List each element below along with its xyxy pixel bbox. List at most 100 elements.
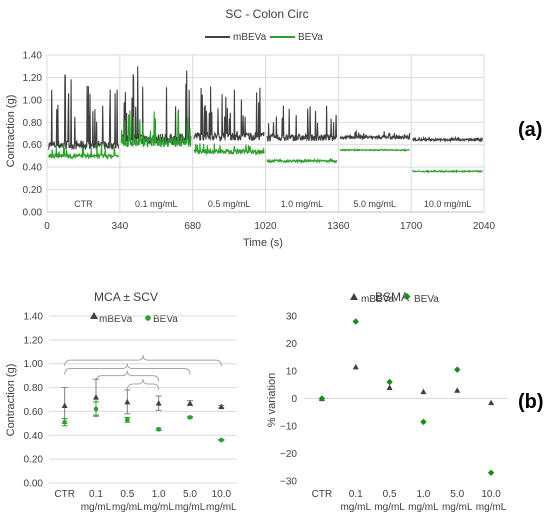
chart-b-xtick-label: 0.1: [89, 489, 103, 500]
chart-a-segment-label: 1.0 mg/mL: [281, 199, 324, 209]
chart-c-xtick-label: CTR: [312, 489, 333, 500]
chart-b-ytick-label: 0.00: [24, 479, 44, 490]
chart-a-legend-beva: BEVa: [298, 32, 323, 43]
chart-c-legend-marker-mbeva: [350, 293, 358, 300]
chart-c-xtick-label: mg/mL: [374, 502, 405, 513]
chart-a-beva-trace: [120, 109, 192, 148]
chart-a-title: SC - Colon Circ: [225, 7, 308, 21]
chart-a-beva-trace: [412, 168, 483, 174]
chart-b-xtick-label: mg/mL: [81, 502, 112, 513]
chart-b-point-beva: [62, 419, 67, 425]
chart-c-xtick-label: mg/mL: [408, 502, 439, 513]
chart-a-beva-trace: [339, 147, 410, 153]
chart-a-segment-label: 0.1 mg/mL: [135, 199, 178, 209]
chart-a-ytick-label: 0.40: [23, 163, 43, 174]
chart-b-ytick-label: 0.60: [24, 407, 44, 418]
chart-c-legend-marker-beva: [403, 293, 411, 300]
chart-c-ytick-label: 0: [291, 394, 297, 405]
chart-c-ytick-label: −20: [280, 449, 297, 460]
chart-c-title: BSMA: [375, 290, 409, 304]
chart-b-xtick-label: 0.5: [120, 489, 134, 500]
chart-a-segment-label: 10.0 mg/mL: [424, 199, 472, 209]
chart-b-xtick-label: mg/mL: [112, 502, 143, 513]
chart-b-ytick-label: 0.20: [24, 455, 44, 466]
chart-marks: 0.000.200.400.600.801.001.201.400 340 680 1…: [23, 36, 508, 513]
chart-a-mbeva-trace: [339, 129, 411, 141]
chart-b-point-beva: [156, 427, 161, 432]
chart-a-ytick-label: 0.20: [23, 185, 43, 196]
chart-b-ytick-label: 1.20: [24, 335, 44, 346]
chart-a-ylabel: Contraction (g): [5, 95, 17, 168]
chart-c-xtick-label: mg/mL: [476, 502, 507, 513]
chart-b-point-beva: [219, 437, 224, 443]
chart-a-xlabel: Time (s): [243, 237, 283, 249]
chart-c-ytick-label: −30: [280, 477, 297, 488]
chart-b-legend-marker-mbeva: [90, 312, 98, 319]
chart-b-xtick-label: 10.0: [212, 489, 232, 500]
chart-b-point-beva: [187, 415, 193, 420]
chart-a-xtick-label: 340: [111, 221, 128, 232]
chart-b-point-mbeva: [124, 398, 131, 405]
chart-a-beva-trace: [48, 142, 119, 161]
chart-a-mbeva-trace: [266, 105, 338, 142]
chart-b-xtick-label: 1.0: [152, 489, 166, 500]
chart-b-ytick-label: 1.00: [24, 359, 44, 370]
chart-c-xtick-label: 0.5: [383, 489, 397, 500]
chart-b-xtick-label: mg/mL: [206, 502, 237, 513]
chart-c-xtick-label: mg/mL: [442, 502, 473, 513]
chart-b-title: MCA ± SCV: [94, 290, 158, 304]
chart-a-xtick-label: 0: [44, 221, 50, 232]
chart-b-point-mbeva: [61, 402, 68, 408]
chart-c-ytick-label: 30: [286, 312, 298, 323]
chart-b-legend-mbeva: mBEVa: [99, 314, 133, 325]
chart-b-xtick-label: 5.0: [183, 489, 197, 500]
chart-c-xtick-label: 10.0: [481, 489, 501, 500]
chart-c-point-mbeva: [454, 387, 461, 393]
chart-c-point-mbeva: [352, 363, 359, 370]
panel-label-b: (b): [518, 391, 544, 413]
chart-a-beva-trace: [266, 157, 338, 165]
chart-c-point-mbeva: [420, 388, 427, 395]
panel-label-a: (a): [518, 119, 542, 141]
chart-b-significance-bracket: [126, 378, 160, 391]
chart-a-mbeva-trace: [120, 66, 192, 147]
chart-b-point-beva: [125, 417, 130, 423]
chart-b-significance-bracket: [64, 355, 222, 367]
chart-c-xtick-label: 0.1: [349, 489, 363, 500]
chart-b-point-mbeva: [93, 394, 99, 400]
chart-a-ytick-label: 1.40: [23, 51, 43, 62]
chart-c-ytick-label: 10: [286, 367, 298, 378]
chart-c-xtick-label: 1.0: [416, 489, 430, 500]
chart-a-beva-trace: [193, 143, 265, 156]
chart-b-point-beva: [93, 406, 99, 412]
chart-c-point-beva: [318, 395, 326, 402]
chart-c-point-beva: [386, 378, 393, 386]
chart-c-ylabel: % variation: [266, 373, 278, 427]
chart-c-legend-mbeva: mBEVa: [361, 294, 395, 305]
chart-c-ytick-label: 20: [286, 339, 298, 350]
chart-a-mbeva-trace: [47, 74, 119, 151]
chart-a-legend-mbeva: mBEVa: [233, 32, 267, 43]
chart-a-ytick-label: 1.00: [23, 95, 43, 106]
chart-a-segment-label: 0.5 mg/mL: [208, 199, 251, 209]
chart-c-point-mbeva: [488, 399, 495, 406]
chart-a-ytick-label: 0.00: [23, 208, 43, 219]
chart-b-ytick-label: 1.40: [24, 312, 44, 323]
chart-c-xtick-label: 5.0: [450, 489, 464, 500]
chart-a-xtick-label: 2040: [473, 221, 496, 232]
chart-a-ytick-label: 0.80: [23, 118, 43, 129]
chart-b-ytick-label: 0.80: [24, 383, 44, 394]
chart-a-xtick-label: 680: [184, 221, 201, 232]
chart-b-xtick-label: mg/mL: [175, 502, 206, 513]
chart-c-xtick-label: mg/mL: [340, 502, 371, 513]
chart-c-point-beva: [454, 366, 461, 373]
chart-c-point-beva: [487, 469, 495, 476]
chart-c-ytick-label: −10: [280, 422, 297, 433]
chart-a-mbeva-trace: [193, 86, 265, 142]
chart-a-segment-label: 5.0 mg/mL: [353, 199, 396, 209]
chart-b-significance-bracket: [64, 363, 191, 375]
chart-b-point-mbeva: [155, 400, 162, 406]
chart-a-ytick-label: 1.20: [23, 73, 43, 84]
chart-c-legend-beva: BEVa: [414, 294, 439, 305]
chart-b-xtick-label: CTR: [54, 489, 75, 500]
